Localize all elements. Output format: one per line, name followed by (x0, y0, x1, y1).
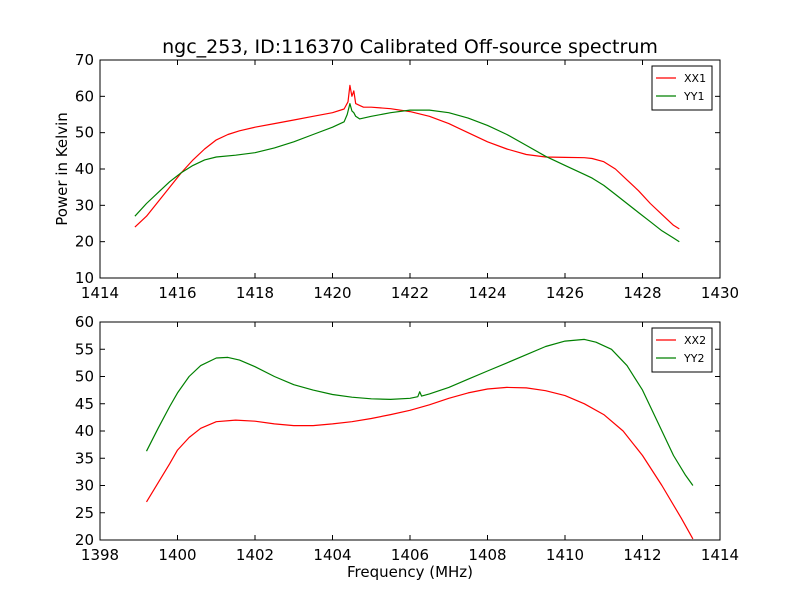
y-tick-label: 35 (75, 449, 94, 467)
legend-label-xx1: XX1 (684, 72, 706, 85)
legend-box (651, 65, 713, 111)
figure-title: ngc_253, ID:116370 Calibrated Off-source… (162, 36, 658, 58)
y-tick-label: 60 (75, 313, 94, 331)
series-line-yy2 (145, 338, 694, 486)
y-tick-label: 25 (75, 504, 94, 522)
x-tick-label: 1430 (701, 284, 739, 302)
y-tick-label: 20 (75, 233, 94, 251)
x-tick-label: 1420 (313, 284, 351, 302)
y-tick-label: 20 (75, 531, 94, 549)
y-tick-label: 50 (75, 368, 94, 386)
y-tick-label: 30 (75, 477, 94, 495)
legend-label-yy1: YY1 (683, 90, 704, 103)
x-tick-label: 1418 (236, 284, 274, 302)
series-line-yy1 (134, 103, 680, 243)
y-tick-label: 55 (75, 340, 94, 358)
x-tick-label: 1402 (236, 546, 274, 564)
x-tick-label: 1400 (158, 546, 196, 564)
x-tick-label: 1410 (546, 546, 584, 564)
legend-label-xx2: XX2 (684, 334, 706, 347)
plot-1: 1414 1416 1418 1420 1422 1424 1426 1428 1430 10 20… (75, 51, 739, 302)
plot-2: 1398 1400 1402 1404 1406 1408 1410 1412 1414 20 25… (75, 313, 739, 564)
y-tick-label: 40 (75, 422, 94, 440)
x-tick-label: 1424 (468, 284, 506, 302)
legend-box (651, 327, 713, 373)
x-tick-label: 1408 (468, 546, 506, 564)
y-tick-label: 30 (75, 196, 94, 214)
x-tick-label: 1416 (158, 284, 196, 302)
x-tick-label: 1414 (81, 284, 119, 302)
x-tick-label: 1406 (391, 546, 429, 564)
x-tick-label: 1404 (313, 546, 351, 564)
x-tick-label: 1426 (546, 284, 584, 302)
legend-label-yy2: YY2 (683, 352, 704, 365)
plots: 1414 1416 1418 1420 1422 1424 1426 1428 1430 10 20… (75, 51, 739, 564)
y-tick-label: 60 (75, 87, 94, 105)
x-tick-label: 1422 (391, 284, 429, 302)
y-tick-label: 10 (75, 269, 94, 287)
y-axis-label: Power in Kelvin (53, 112, 71, 226)
x-tick-label: 1414 (701, 546, 739, 564)
x-axis-label: Frequency (MHz) (347, 563, 473, 581)
y-tick-label: 70 (75, 51, 94, 69)
x-tick-label: 1428 (623, 284, 661, 302)
x-tick-label: 1398 (81, 546, 119, 564)
y-tick-label: 40 (75, 160, 94, 178)
x-tick-label: 1412 (623, 546, 661, 564)
series-line-xx1 (134, 84, 680, 230)
y-tick-label: 50 (75, 124, 94, 142)
y-tick-label: 45 (75, 395, 94, 413)
series-line-xx2 (145, 386, 694, 540)
